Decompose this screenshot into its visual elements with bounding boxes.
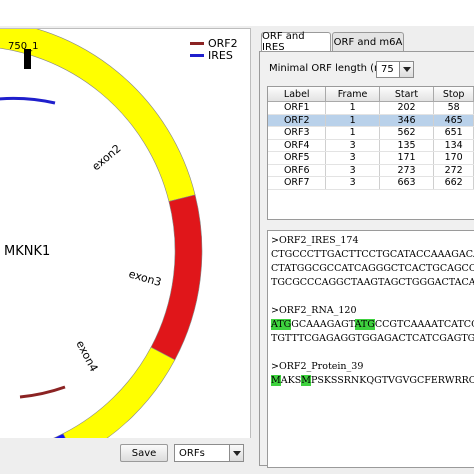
table-cell-stop: 465 [433,114,474,127]
legend-ires: IRES [190,49,233,62]
view-select-value: ORFs [179,447,205,459]
table-cell-frame: 3 [325,164,380,177]
table-row[interactable]: ORF3 1 562 651 [268,126,474,140]
legend-orf2: ORF2 [190,37,238,50]
table-cell-stop: 272 [433,164,474,177]
table-cell-label: ORF5 [268,151,327,165]
position-marker-label: 750_1 [8,41,38,52]
table-cell-label: ORF7 [268,176,327,190]
exon-ring [0,29,203,439]
table-row[interactable]: ORF7 3 663 662 [268,176,474,190]
tab-orf-and-ires[interactable]: ORF and IRES [261,31,331,53]
exon4-label: exon4 [73,338,100,374]
orf-panel: ORF and IRES ORF and m6A Minimal ORF len… [257,30,474,468]
table-cell-start: 171 [379,151,435,165]
protein-seq-line: MAKSMPSKSSRNKQGTVGVGCFERWRRCISVRETEL [271,375,474,386]
table-cell-label: ORF6 [268,164,327,177]
circular-plot-panel: 750_1 MKNK1 exon2 exon3 exon4 ORF2 IRES [0,28,251,439]
table-cell-start: 135 [379,139,435,152]
rna-seq-line: TGTTTCGAGAGGTGGAGACTCATCGAGTGTCAGG [271,333,474,344]
table-row[interactable]: ORF6 3 273 272 [268,164,474,177]
table-cell-stop: 134 [433,139,474,152]
ires-seq-line: TGCGCCCAGGCTAAGTAGCTGGGACTACAGGTGT [271,277,474,288]
exon4-blue-segment [50,433,67,439]
table-cell-start: 663 [379,176,435,190]
min-orf-length-value: 75 [381,64,394,75]
ires-header: >ORF2_IRES_174 [271,235,359,246]
methionine-highlight: M [271,375,281,386]
table-cell-start: 346 [379,114,435,127]
exon4-yellow-segment [62,346,176,439]
table-cell-frame: 3 [325,139,380,152]
legend-orf2-swatch [190,42,204,45]
save-button[interactable]: Save [120,444,168,462]
gene-name-label: MKNK1 [4,244,50,259]
rna-seq-line: ATGGCAAAGAGTATGCCGTCAAAATCATCGAGAAAG [271,319,474,330]
ires-seq-line: CTATGGCGCCATCAGGGCTCACTGCAGCCCCAAC [271,263,474,274]
table-cell-start: 202 [379,101,435,115]
table-cell-stop: 58 [433,101,474,115]
sequence-text-area[interactable]: >ORF2_IRES_174 CTGCCCTTGACTTCCTGCATACCAA… [267,230,474,468]
legend-ires-label: IRES [208,49,233,62]
table-cell-frame: 1 [325,101,380,115]
table-cell-frame: 3 [325,151,380,165]
legend-orf2-label: ORF2 [208,37,238,50]
protein-seq-segment: PSKSSRNKQGTVGVGCFERWRRCISVRETEL [310,375,474,386]
column-header-label[interactable]: Label [268,87,327,102]
table-cell-frame: 1 [325,114,380,127]
table-cell-stop: 170 [433,151,474,165]
view-select[interactable]: ORFs [174,444,244,462]
window-top-strip [0,0,474,26]
orf2-arc [19,385,66,399]
min-orf-length-select[interactable]: 75 [376,61,414,78]
methionine-highlight: M [301,375,311,386]
protein-header: >ORF2_Protein_39 [271,361,364,372]
table-cell-start: 273 [379,164,435,177]
circular-rna-plot: 750_1 MKNK1 exon2 exon3 exon4 [0,29,203,439]
table-cell-stop: 662 [433,176,474,190]
table-row[interactable]: ORF4 3 135 134 [268,139,474,152]
min-orf-length-label: Minimal ORF length (nt): [269,63,392,74]
rna-seq-segment: GCAAAGAGT [291,319,355,330]
table-cell-label: ORF3 [268,126,327,140]
column-header-stop[interactable]: Stop [433,87,474,102]
table-cell-frame: 3 [325,176,380,190]
table-cell-frame: 1 [325,126,380,140]
table-cell-stop: 651 [433,126,474,140]
chevron-down-icon[interactable] [399,62,413,77]
exon3-label: exon3 [127,267,163,289]
table-row[interactable]: ORF5 3 171 170 [268,151,474,165]
position-marker [24,49,31,69]
orf-table[interactable]: Label Frame Start Stop ORF1 1 202 58 ORF2 1 34… [267,86,474,220]
plot-controls-bar: Save ORFs [0,438,255,474]
ires-seq-line: CTGCCCTTGACTTCCTGCATACCAAAGACAAAGT [271,249,474,260]
column-header-start[interactable]: Start [379,87,435,102]
column-header-frame[interactable]: Frame [325,87,380,102]
table-cell-label: ORF4 [268,139,327,152]
start-codon-highlight: ATG [271,319,292,330]
table-cell-label: ORF1 [268,101,327,115]
legend-ires-swatch [190,54,204,57]
tab-orf-and-m6a[interactable]: ORF and m6A [332,32,404,51]
table-cell-start: 562 [379,126,435,140]
rna-seq-segment: CCGTCAAAATCATCGAGAAAG [374,319,474,330]
table-cell-label: ORF2 [268,114,327,127]
table-row[interactable]: ORF2 1 346 465 [268,114,474,127]
chevron-down-icon[interactable] [229,445,243,461]
table-row[interactable]: ORF1 1 202 58 [268,101,474,115]
ires-arc [0,96,56,105]
rna-header: >ORF2_RNA_120 [271,305,357,316]
protein-seq-segment: AKS [280,375,302,386]
exon2-label: exon2 [90,142,124,173]
start-codon-highlight: ATG [354,319,375,330]
